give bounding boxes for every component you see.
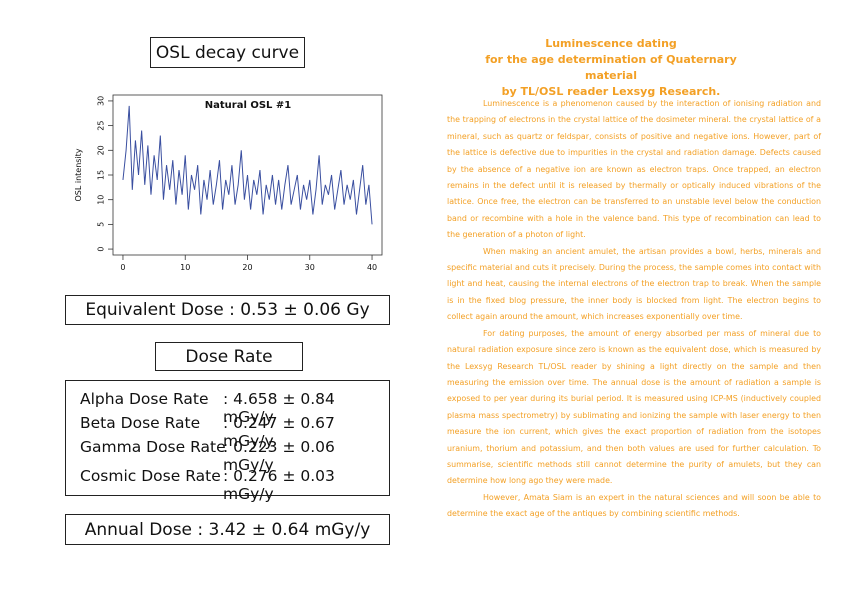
paragraph: However, Amata Siam is an expert in the … <box>447 492 821 519</box>
paragraph: When making an ancient amulet, the artis… <box>447 246 821 322</box>
rate-label: Gamma Dose Rate <box>80 438 226 456</box>
rate-value: : 0.276 ± 0.03 mGy/y <box>223 467 335 503</box>
x-tick-label: 0 <box>120 263 125 272</box>
paragraph: Luminescence is a phenomenon caused by t… <box>447 99 821 240</box>
title-line: Luminescence dating <box>545 37 677 50</box>
equivalent-dose: Equivalent Dose : 0.53 ± 0.06 Gy <box>65 295 390 325</box>
title-line: for the age determination of Quaternary … <box>485 53 737 82</box>
chart-title: Natural OSL #1 <box>205 100 292 111</box>
x-tick-label: 40 <box>367 263 377 272</box>
osl-heading: OSL decay curve <box>150 37 305 68</box>
y-tick-label: 0 <box>97 247 106 252</box>
title-line: by TL/OSL reader Lexsyg Research. <box>501 85 721 98</box>
y-tick-label: 5 <box>97 222 106 227</box>
rate-value: : 0.223 ± 0.06 mGy/y <box>223 438 335 474</box>
rate-label: Beta Dose Rate <box>80 414 201 432</box>
dose-rate-table: Alpha Dose Rate : 4.658 ± 0.84 mGy/y Bet… <box>65 380 390 503</box>
paragraph: For dating purposes, the amount of energ… <box>447 328 821 486</box>
y-tick-label: 10 <box>97 195 106 205</box>
osl-curve <box>122 105 373 225</box>
rate-value: : 4.658 ± 0.84 mGy/y <box>223 390 335 426</box>
dose-rate-heading: Dose Rate <box>155 342 303 371</box>
annual-dose: Annual Dose : 3.42 ± 0.64 mGy/y <box>65 514 390 545</box>
article-title: Luminescence dating for the age determin… <box>470 36 752 100</box>
y-tick-label: 20 <box>97 145 106 155</box>
x-tick-label: 20 <box>242 263 252 272</box>
x-tick-label: 10 <box>180 263 190 272</box>
rate-label: Alpha Dose Rate <box>80 390 209 408</box>
y-tick-label: 30 <box>97 96 106 106</box>
y-tick-label: 25 <box>97 121 106 131</box>
rate-value: : 0.247 ± 0.67 mGy/y <box>223 414 335 450</box>
y-axis-label: OSL intensity <box>74 148 83 201</box>
rate-label: Cosmic Dose Rate <box>80 467 221 485</box>
y-tick-label: 15 <box>97 170 106 180</box>
x-tick-label: 30 <box>305 263 315 272</box>
article-body: Luminescence is a phenomenon caused by t… <box>447 96 821 523</box>
